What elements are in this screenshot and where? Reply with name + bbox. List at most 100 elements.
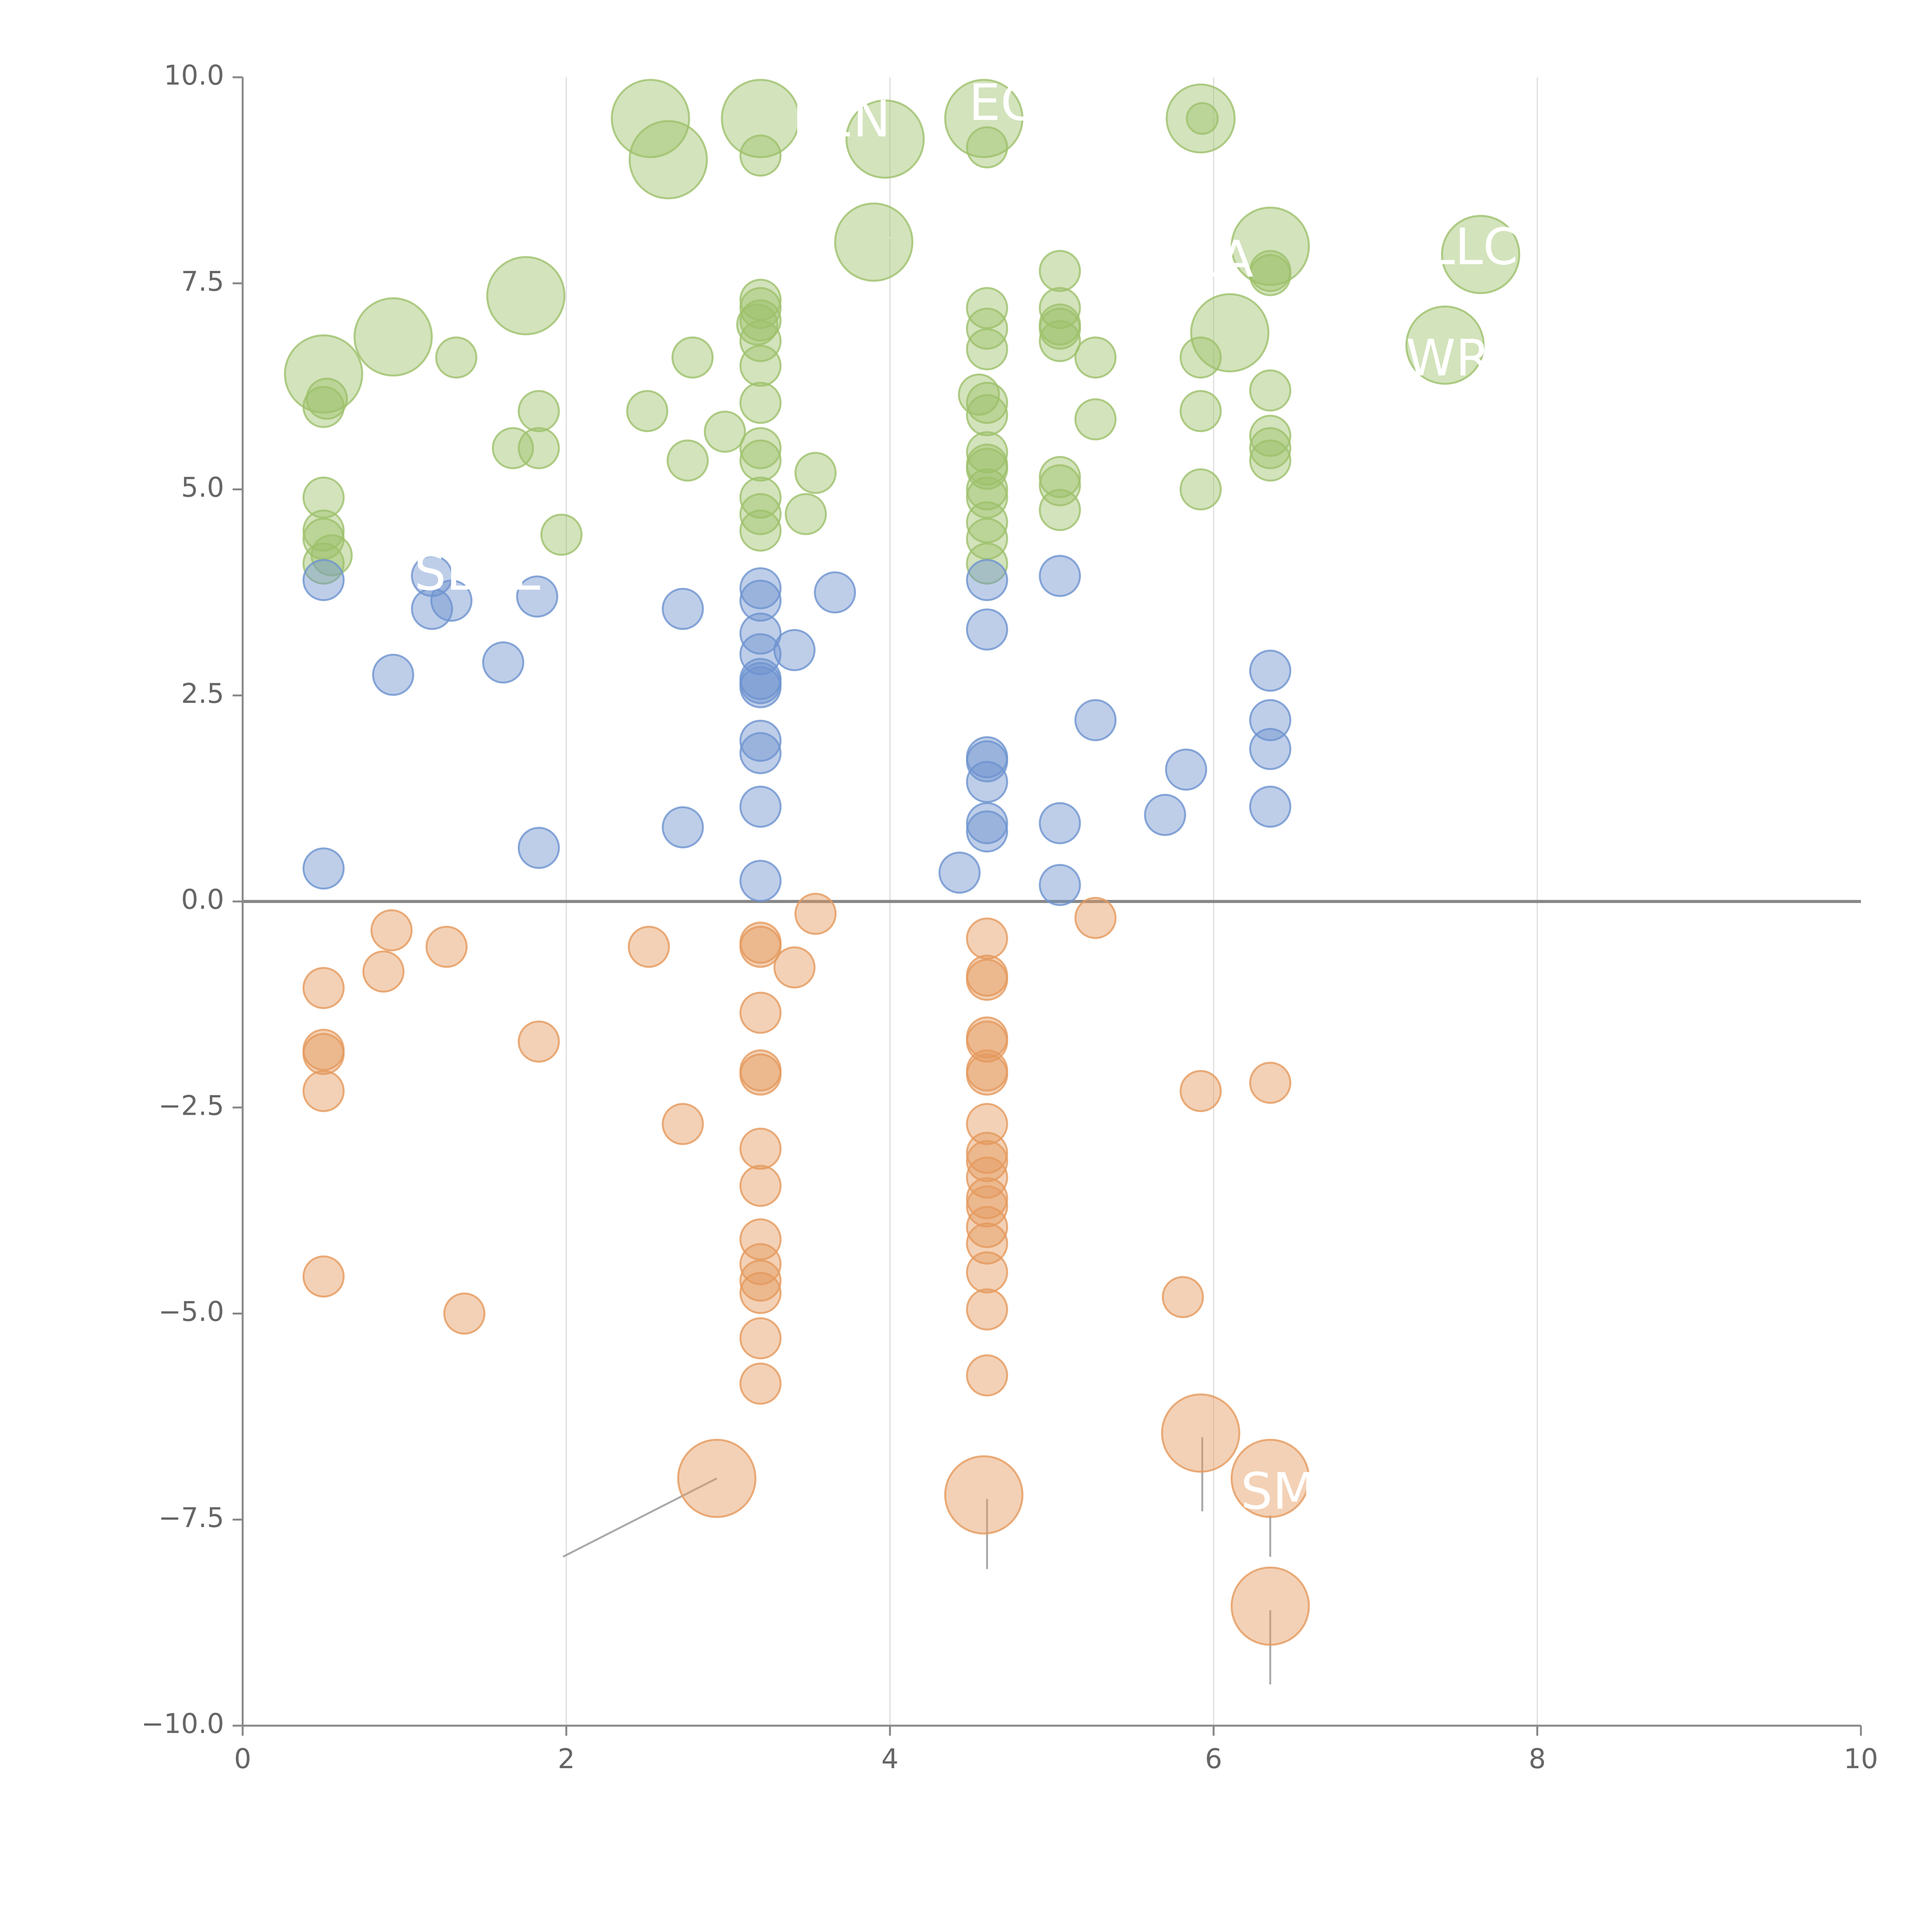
bubble-point-orange <box>1074 897 1117 939</box>
bubble-point-green <box>966 431 1008 474</box>
bubble-point-blue <box>773 629 816 671</box>
bubble-point-green <box>1185 102 1219 135</box>
bubble-point-green <box>310 534 353 577</box>
bubble-point-blue <box>739 579 782 622</box>
x-tick-label: 2 <box>558 1743 575 1775</box>
bubble-point-green <box>966 501 1008 544</box>
bubble-point-green <box>1039 489 1081 531</box>
bubble-point-green <box>302 476 345 519</box>
bubble-point-blue <box>739 567 782 609</box>
bubble-point-green <box>739 476 782 519</box>
bubble-point-green <box>626 390 668 432</box>
bubble-point-blue <box>372 653 414 696</box>
bubble-point-blue <box>1249 786 1291 828</box>
axes-layer: −10.0 −7.5 −5.0 −2.5 0.0 2.5 5.0 7.5 10.0 0 2 4 6 8 10 <box>141 60 1878 1775</box>
bubble-point-blue <box>430 579 473 622</box>
bubble-point-green <box>794 452 837 494</box>
bubble-point-blue <box>739 786 782 828</box>
bubble-point-green <box>1039 250 1081 292</box>
x-tick-label: 4 <box>881 1743 899 1775</box>
bubble-point-green <box>1249 427 1291 469</box>
bubble-point-green <box>492 427 534 469</box>
bubble-point-orange <box>443 1293 486 1335</box>
bubble-point-green <box>284 334 363 414</box>
bubble-point-green <box>1249 369 1291 412</box>
leader-line <box>322 337 328 374</box>
bubble-point-orange <box>739 1218 782 1261</box>
bubble-point-blue <box>302 847 345 890</box>
bubble-point-green <box>736 303 779 346</box>
bubble-point-orange <box>966 1020 1008 1063</box>
bubble-point-blue <box>739 860 782 902</box>
y-tick-label: 5.0 <box>181 472 224 503</box>
bubble-point-green <box>517 390 560 432</box>
bubble-point-blue <box>1249 728 1291 770</box>
bubble-point-green <box>486 256 566 335</box>
bubble-point-blue <box>739 666 782 708</box>
bubble-point-orange <box>628 925 670 968</box>
y-tick-label: 2.5 <box>181 678 224 709</box>
bubble-point-orange <box>739 1128 782 1170</box>
bubble-point-orange <box>1179 1070 1222 1112</box>
leader-line <box>967 340 996 350</box>
bubble-point-green <box>667 439 709 482</box>
bubble-point-blue <box>1249 650 1291 692</box>
bubble-point-green <box>1249 254 1291 296</box>
bubble-point-green <box>1441 215 1520 294</box>
bubble-point-orange <box>966 1354 1008 1396</box>
bubble-point-green <box>611 79 690 158</box>
leader-line <box>563 1477 718 1558</box>
bubble-point-green <box>966 126 1008 168</box>
bubble-point-green <box>966 542 1008 585</box>
bubble-point-orange <box>425 925 468 968</box>
y-tick-label: 0.0 <box>181 884 224 915</box>
bubble-point-blue <box>1039 554 1081 597</box>
bubble-point-blue <box>966 559 1008 601</box>
bubble-point-blue <box>1165 748 1208 791</box>
bubble-point-green <box>739 134 782 177</box>
bubble-point-green <box>353 297 433 377</box>
bubble-label: LA <box>1190 230 1253 289</box>
y-tick-label: −10.0 <box>141 1708 224 1740</box>
bubble-point-green <box>1249 415 1291 457</box>
bubble-point-green <box>739 509 782 552</box>
bubble-point-orange <box>773 946 816 989</box>
bubble-point-orange <box>739 1053 782 1096</box>
bubble-point-green <box>966 394 1008 437</box>
leader-line <box>525 287 564 325</box>
bubble-point-blue <box>966 608 1008 651</box>
bubble-point-green <box>517 427 560 469</box>
bubble-point-green <box>739 320 782 362</box>
x-tick-label: 8 <box>1529 1743 1546 1775</box>
bubble-point-orange <box>966 917 1008 960</box>
bubble-point-orange <box>302 1255 345 1298</box>
leader-line <box>514 274 527 296</box>
bubble-point-green <box>1190 293 1270 372</box>
x-tick-label: 0 <box>234 1743 252 1775</box>
bubble-point-blue <box>966 810 1008 853</box>
bubble-point-green <box>739 427 782 469</box>
bubble-point-green <box>966 517 1008 560</box>
bubble-label: SBEL <box>414 543 540 602</box>
bubbles-layer <box>284 79 1520 1646</box>
bubble-point-blue <box>1074 699 1117 742</box>
bubble-point-blue <box>516 575 558 618</box>
bubble-point-green <box>1074 398 1117 440</box>
bubble-point-orange <box>739 992 782 1034</box>
bubble-point-green <box>966 328 1008 371</box>
leader-lines-layer <box>322 109 1271 1685</box>
bubble-point-orange <box>302 1033 345 1075</box>
bubble-point-blue <box>1144 794 1186 836</box>
bubble-point-orange <box>966 1140 1008 1182</box>
y-tick-label: 7.5 <box>181 265 224 297</box>
bubble-label: WR <box>1406 329 1491 388</box>
leader-line <box>639 158 669 173</box>
bubble-point-orange <box>517 1020 560 1063</box>
bubble-point-green <box>628 120 708 199</box>
bubble-point-green <box>1039 320 1081 362</box>
leader-line <box>743 402 769 420</box>
bubble-point-green <box>845 99 925 179</box>
bubble-point-green <box>739 345 782 387</box>
bubble-point-blue <box>517 827 560 869</box>
leader-line <box>865 224 899 243</box>
